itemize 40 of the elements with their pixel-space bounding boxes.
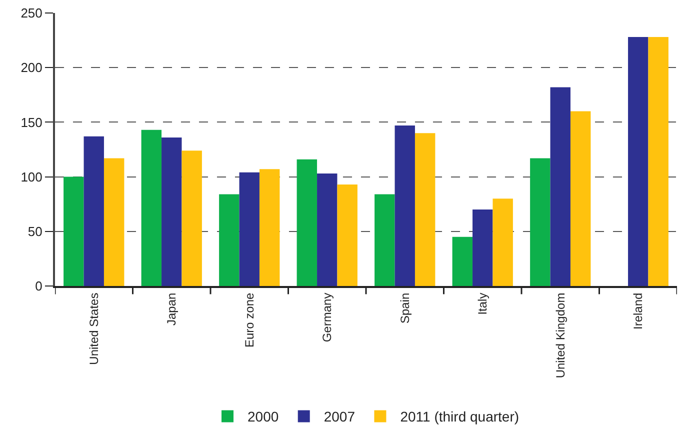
- legend-label: 2007: [324, 408, 356, 425]
- x-tick-label: Germany: [320, 292, 334, 342]
- y-tick-label: 50: [28, 224, 42, 239]
- bar: [394, 125, 415, 286]
- bar: [570, 111, 591, 286]
- x-tick-label: Ireland: [631, 292, 646, 330]
- bar: [239, 172, 260, 286]
- bar: [104, 158, 124, 286]
- y-tick-label: 0: [35, 278, 42, 294]
- y-tick-label: 200: [20, 60, 42, 76]
- bar: [414, 133, 436, 286]
- y-tick-label: 150: [20, 114, 42, 130]
- y-tick-label: 250: [20, 6, 42, 21]
- bar: [452, 236, 473, 286]
- bar: [648, 37, 668, 286]
- bar: [162, 137, 182, 286]
- x-tick-label: United Kingdom: [553, 292, 568, 378]
- x-tick-label: Italy: [476, 292, 490, 315]
- bar: [550, 87, 570, 286]
- x-tick-label: Euro zone: [242, 292, 256, 348]
- bar: [337, 184, 358, 286]
- bar: [472, 210, 493, 286]
- bar: [492, 198, 513, 286]
- bar: [530, 158, 550, 286]
- bar: [259, 169, 280, 286]
- bar: [64, 176, 84, 286]
- bar: [84, 136, 104, 286]
- bar: [374, 194, 395, 286]
- bar: [317, 174, 338, 286]
- bar: [628, 37, 648, 286]
- legend-label: 2000: [248, 408, 279, 425]
- bar: [182, 150, 202, 286]
- bar: [219, 194, 240, 286]
- legend-label: 2011 (third quarter): [400, 408, 520, 425]
- bar: [141, 130, 162, 286]
- y-tick-label: 100: [20, 169, 42, 184]
- x-tick-label: United States: [86, 292, 101, 365]
- x-tick-label: Japan: [164, 292, 179, 326]
- x-tick-label: Spain: [398, 292, 412, 324]
- bar: [296, 159, 318, 286]
